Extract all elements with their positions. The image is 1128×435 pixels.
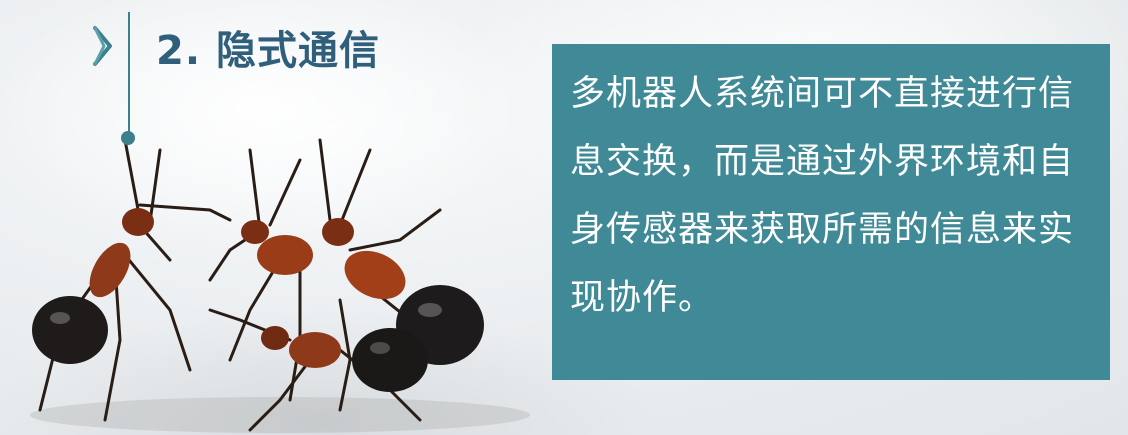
ants-illustration <box>0 110 560 435</box>
description-text: 多机器人系统间可不直接进行信息交换，而是通过外界环境和自身传感器来获取所需的信息… <box>570 60 1096 332</box>
page-title: 2. 隐式通信 <box>156 18 380 76</box>
description-panel: 多机器人系统间可不直接进行信息交换，而是通过外界环境和自身传感器来获取所需的信息… <box>552 44 1110 380</box>
timeline-line <box>128 12 130 136</box>
timeline-dot <box>121 131 135 145</box>
chevron-right-icon <box>92 24 114 68</box>
heading-bullet <box>92 14 114 78</box>
